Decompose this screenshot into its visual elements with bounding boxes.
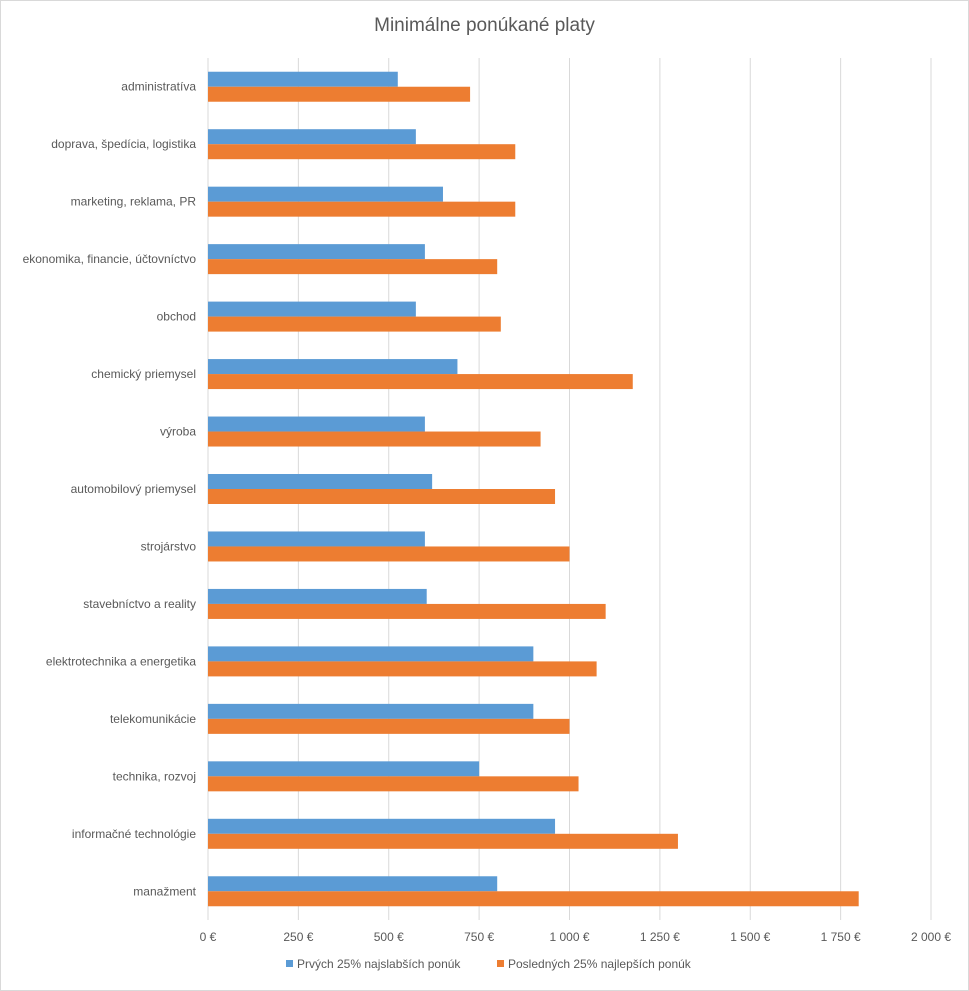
bar-weakest-7 xyxy=(208,416,425,432)
bar-weakest-2 xyxy=(208,129,416,145)
bar-best-8 xyxy=(208,489,556,504)
x-tick-label: 250 € xyxy=(283,930,313,944)
bar-best-3 xyxy=(208,201,516,217)
bar-weakest-4 xyxy=(208,244,425,260)
bar-weakest-14 xyxy=(208,818,556,834)
bar-best-10 xyxy=(208,603,606,619)
category-label: marketing, reklama, PR xyxy=(71,195,197,209)
x-tick-label: 1 750 € xyxy=(821,930,861,944)
bar-best-12 xyxy=(208,718,570,734)
category-label: technika, rozvoj xyxy=(113,769,196,783)
category-label: administratíva xyxy=(121,80,196,94)
bar-best-2 xyxy=(208,144,516,160)
category-label: chemický priemysel xyxy=(91,367,196,381)
bar-weakest-15 xyxy=(208,876,498,892)
bar-best-1 xyxy=(208,86,471,102)
bar-best-6 xyxy=(208,374,633,390)
bar-weakest-11 xyxy=(208,646,534,662)
x-tick-label: 500 € xyxy=(374,930,404,944)
bar-weakest-8 xyxy=(208,474,433,489)
legend-label: Posledných 25% najlepších ponúk xyxy=(508,957,692,971)
bar-weakest-1 xyxy=(208,71,398,87)
bar-weakest-6 xyxy=(208,359,458,375)
bar-best-9 xyxy=(208,546,570,562)
x-tick-label: 750 € xyxy=(464,930,494,944)
bar-weakest-5 xyxy=(208,301,416,317)
bar-best-13 xyxy=(208,776,579,792)
legend-swatch xyxy=(286,960,293,967)
category-label: obchod xyxy=(157,310,196,324)
legend-label: Prvých 25% najslabších ponúk xyxy=(297,957,461,971)
bar-weakest-10 xyxy=(208,588,427,604)
bar-best-14 xyxy=(208,833,678,849)
bar-best-11 xyxy=(208,661,597,677)
category-label: elektrotechnika a energetika xyxy=(46,654,196,668)
legend-swatch xyxy=(497,960,504,967)
category-label: informačné technológie xyxy=(72,827,196,841)
category-label: doprava, špedícia, logistika xyxy=(51,137,196,151)
bar-best-4 xyxy=(208,259,498,275)
bar-best-5 xyxy=(208,316,501,332)
category-label: stavebníctvo a reality xyxy=(83,597,196,611)
category-label: výroba xyxy=(160,425,196,439)
bar-best-7 xyxy=(208,431,541,447)
category-label: ekonomika, financie, účtovníctvo xyxy=(23,252,197,266)
category-label: telekomunikácie xyxy=(110,712,196,726)
bar-weakest-12 xyxy=(208,703,534,719)
x-tick-label: 0 € xyxy=(200,930,217,944)
bar-weakest-9 xyxy=(208,531,425,547)
bar-best-15 xyxy=(208,891,859,907)
category-label: strojárstvo xyxy=(141,539,197,553)
x-tick-label: 1 250 € xyxy=(640,930,680,944)
x-tick-label: 1 000 € xyxy=(549,930,589,944)
x-tick-label: 2 000 € xyxy=(911,930,951,944)
chart-title: Minimálne ponúkané platy xyxy=(374,15,595,36)
category-label: manažment xyxy=(133,884,196,898)
bar-weakest-13 xyxy=(208,761,480,777)
bar-weakest-3 xyxy=(208,186,443,202)
x-tick-label: 1 500 € xyxy=(730,930,770,944)
category-label: automobilový priemysel xyxy=(71,482,196,496)
